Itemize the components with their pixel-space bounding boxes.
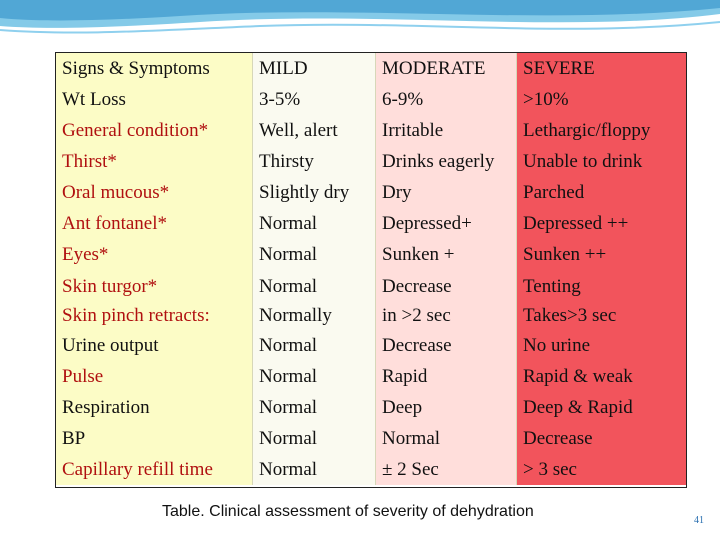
- table-cell-line: Takes>3 sec: [523, 304, 617, 326]
- dehydration-table: Signs & Symptoms MILD MODERATE SEVERE Wt Lo…: [55, 52, 687, 488]
- table-caption: Table. Clinical assessment of severity o…: [162, 503, 534, 520]
- table-cell-moderate-value: Rapid: [376, 361, 517, 392]
- table-cell-severe-value: Depressed ++: [517, 208, 686, 239]
- table-cell-moderate-value: Normal: [376, 423, 517, 454]
- table-cell-line: in >2 sec: [382, 304, 451, 326]
- table-cell-severe-value: Unable to drink: [517, 146, 686, 177]
- table-cell-mild-value: Thirsty: [253, 146, 376, 177]
- page-number: 41: [694, 515, 704, 526]
- table-cell-line: Tenting: [523, 275, 581, 297]
- table-cell-sign-label: Respiration: [56, 392, 253, 423]
- table-cell-sign-label: Wt Loss: [56, 84, 253, 115]
- table-cell-severe-value: Tenting Takes>3 sec: [517, 271, 686, 330]
- table-cell-sign-label: Urine output: [56, 330, 253, 361]
- table-cell-moderate-value: Decrease in >2 sec: [376, 271, 517, 330]
- table-cell-severe-value: Decrease: [517, 423, 686, 454]
- table-cell-mild-value: Normal: [253, 208, 376, 239]
- table-cell-severe-value: No urine: [517, 330, 686, 361]
- table-cell-moderate-value: Depressed+: [376, 208, 517, 239]
- table-cell-mild-value: Normal: [253, 423, 376, 454]
- table-cell-sign-label: Skin turgor* Skin pinch retracts:: [56, 271, 253, 330]
- table-cell-mild-value: Normal: [253, 361, 376, 392]
- table-cell-mild-value: 3-5%: [253, 84, 376, 115]
- table-cell-sign-label: General condition*: [56, 115, 253, 146]
- table-cell-line: Normally: [259, 304, 332, 326]
- table-cell-mild-value: Normal: [253, 239, 376, 271]
- table-cell-sign-label: Signs & Symptoms: [56, 53, 253, 84]
- table-cell-severe-value: > 3 sec: [517, 454, 686, 485]
- table-cell-moderate-value: ± 2 Sec: [376, 454, 517, 485]
- table-cell-severe-value: Sunken ++: [517, 239, 686, 271]
- table-cell-line: Skin pinch retracts:: [62, 304, 210, 326]
- table-cell-sign-label: Pulse: [56, 361, 253, 392]
- table-cell-severe-value: SEVERE: [517, 53, 686, 84]
- table-cell-mild-value: Normal Normally: [253, 271, 376, 330]
- table-cell-moderate-value: Deep: [376, 392, 517, 423]
- decorative-wave-header: [0, 0, 720, 34]
- table-cell-mild-value: Normal: [253, 454, 376, 485]
- table-cell-severe-value: Lethargic/floppy: [517, 115, 686, 146]
- table-cell-moderate-value: Irritable: [376, 115, 517, 146]
- table-cell-severe-value: Rapid & weak: [517, 361, 686, 392]
- table-cell-mild-value: MILD: [253, 53, 376, 84]
- table-cell-sign-label: Ant fontanel*: [56, 208, 253, 239]
- table-cell-sign-label: Thirst*: [56, 146, 253, 177]
- table-cell-mild-value: Well, alert: [253, 115, 376, 146]
- table-cell-severe-value: Parched: [517, 177, 686, 208]
- table-cell-severe-value: Deep & Rapid: [517, 392, 686, 423]
- table-cell-moderate-value: 6-9%: [376, 84, 517, 115]
- table-cell-sign-label: Eyes*: [56, 239, 253, 271]
- table-cell-line: Normal: [259, 275, 318, 297]
- table-cell-severe-value: >10%: [517, 84, 686, 115]
- table-cell-moderate-value: Drinks eagerly: [376, 146, 517, 177]
- table-cell-sign-label: Oral mucous*: [56, 177, 253, 208]
- table-cell-sign-label: BP: [56, 423, 253, 454]
- table-cell-mild-value: Normal: [253, 392, 376, 423]
- table-cell-moderate-value: Decrease: [376, 330, 517, 361]
- table-cell-line: Skin turgor*: [62, 275, 158, 297]
- table-cell-moderate-value: Sunken +: [376, 239, 517, 271]
- table-cell-moderate-value: MODERATE: [376, 53, 517, 84]
- table-cell-mild-value: Slightly dry: [253, 177, 376, 208]
- table-cell-mild-value: Normal: [253, 330, 376, 361]
- table-cell-sign-label: Capillary refill time: [56, 454, 253, 485]
- table-cell-moderate-value: Dry: [376, 177, 517, 208]
- table-cell-line: Decrease: [382, 275, 452, 297]
